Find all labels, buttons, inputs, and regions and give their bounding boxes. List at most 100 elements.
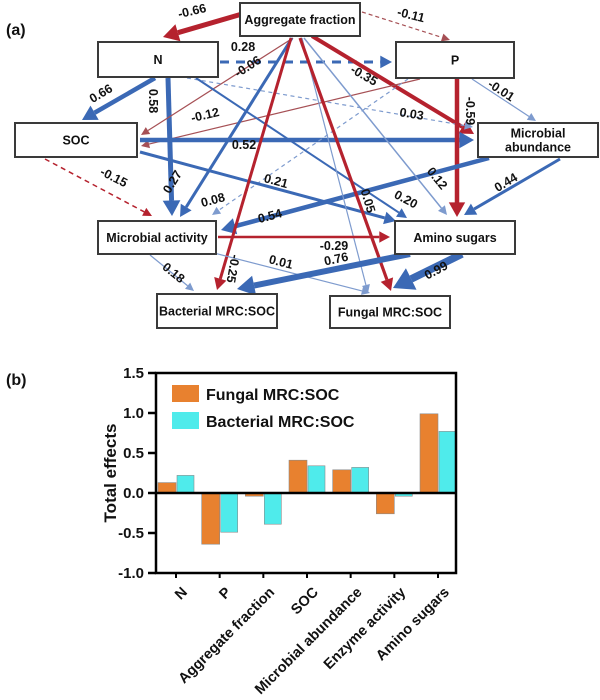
panel-a-label: (a) [6, 22, 26, 39]
bar-bacterial-mrc-soc-soc [307, 465, 326, 494]
path-arrow-aggregate_fraction-to-soc [141, 37, 294, 135]
arrow-shaft [473, 157, 561, 211]
arrow-head [526, 113, 536, 121]
bar-fungal-mrc-soc-p [201, 492, 220, 545]
legend-label: Bacterial MRC:SOC [206, 414, 355, 431]
node-label: SOC [62, 134, 89, 148]
node-microbial_activity: Microbial activity [97, 220, 217, 255]
node-box [329, 295, 451, 329]
node-label: Amino sugars [413, 231, 496, 245]
path-arrow-amino_sugars-to-fungal_mrc_soc [393, 250, 464, 290]
bar-bacterial-mrc-soc-aggregate-fraction [263, 492, 282, 525]
legend-swatch-fungal [172, 385, 199, 402]
arrow-head [440, 33, 450, 42]
node-soc: SOC [14, 122, 138, 158]
legend-swatch-bacterial [172, 412, 199, 429]
path-coefficient: 0.03 [399, 105, 425, 123]
arrow-shaft [147, 37, 294, 132]
path-arrow-amino_sugars-to-bacterial_mrc_soc [237, 251, 411, 296]
node-bacterial_mrc_soc: Bacterial MRC:SOC [156, 293, 278, 329]
arrow-shaft [253, 251, 411, 289]
arrow-head [82, 105, 99, 120]
path-coefficient: 0.20 [392, 188, 420, 212]
arrow-head [142, 207, 152, 216]
arrow-head [212, 206, 222, 215]
x-tick-label: P [216, 584, 234, 602]
path-coefficient: -0.59 [463, 97, 477, 126]
node-label: N [153, 53, 162, 67]
arrow-shaft [184, 37, 294, 208]
arrow-shaft [93, 76, 157, 115]
arrow-shaft [139, 150, 386, 220]
arrow-head [214, 277, 227, 290]
node-aggregate_fraction: Aggregate fraction [239, 2, 361, 37]
path-arrow-aggregate_fraction-to-amino_sugars [303, 37, 447, 215]
path-arrow-microbial_activity-to-fungal_mrc_soc [213, 252, 370, 295]
path-coefficient: 0.08 [199, 190, 226, 210]
y-tick-label: -0.5 [118, 525, 144, 542]
path-coefficient: -0.06 [232, 53, 264, 80]
arrow-shaft [303, 37, 443, 209]
arrow-head [379, 231, 390, 243]
node-label: abundance [505, 141, 571, 155]
arrow-head [393, 268, 417, 290]
path-arrow-n-to-amino_sugars [195, 77, 407, 218]
path-arrow-aggregate_fraction-to-n [163, 11, 243, 42]
legend-label: Fungal MRC:SOC [206, 387, 340, 404]
arrow-shaft [301, 37, 367, 286]
x-tick-label: SOC [288, 584, 322, 618]
path-coefficient: 0.52 [232, 138, 256, 152]
x-tick-label: N [172, 585, 191, 604]
bar-bacterial-mrc-soc-amino-sugars [438, 431, 457, 494]
arrow-head [361, 287, 370, 295]
path-arrow-soc-to-microbial_activity [44, 158, 152, 216]
arrow-head [464, 203, 478, 215]
y-tick-label: -1.0 [118, 565, 144, 582]
arrow-head [163, 24, 181, 42]
path-coefficient: -0.15 [98, 165, 130, 190]
arrow-shaft [213, 252, 363, 292]
path-coefficient: 0.58 [146, 89, 160, 113]
arrow-shaft [218, 37, 293, 280]
path-coefficient: 0.05 [358, 187, 379, 214]
arrow-shaft [218, 78, 409, 211]
arrow-shaft [177, 11, 243, 36]
node-label: Fungal MRC:SOC [338, 306, 442, 320]
path-arrow-microbial_activity-to-amino_sugars [218, 231, 390, 243]
arrow-head [180, 203, 192, 217]
path-coefficient: 0.21 [262, 171, 289, 191]
y-axis-title: Total effects [101, 424, 120, 523]
node-label: Bacterial MRC:SOC [159, 305, 275, 319]
path-coefficient: -0.12 [190, 105, 221, 125]
node-n: N [97, 41, 219, 78]
path-coefficient: -0.11 [396, 5, 426, 25]
arrow-shaft [44, 158, 145, 213]
panel-b-label: (b) [6, 372, 27, 389]
arrow-shaft [298, 37, 389, 281]
y-tick-label: 0.5 [123, 445, 144, 462]
path-coefficient: -0.66 [177, 1, 208, 21]
node-box [14, 122, 138, 158]
path-coefficient: 0.28 [231, 40, 255, 54]
arrow-head [438, 205, 447, 215]
arrow-head [141, 127, 151, 135]
arrow-shaft [409, 250, 464, 283]
arrow-shaft [361, 11, 443, 39]
path-coefficient: 0.27 [160, 168, 185, 196]
bar-bacterial-mrc-soc-n [176, 475, 195, 494]
bar-bacterial-mrc-soc-p [220, 492, 238, 533]
path-arrow-p-to-microbial_activity [212, 78, 409, 215]
path-arrow-p-to-microbial_abundance [471, 78, 536, 121]
arrow-shaft [234, 155, 490, 229]
path-arrow-aggregate_fraction-to-fungal_mrc_soc [301, 37, 370, 293]
arrow-head [380, 277, 394, 291]
node-label: Microbial activity [106, 231, 207, 245]
arrow-shaft [310, 34, 464, 129]
path-arrow-soc-to-microbial_abundance [140, 131, 474, 149]
path-coefficient: -0.01 [485, 77, 517, 104]
path-arrow-aggregate_fraction-to-bacterial_mrc_soc [214, 37, 293, 290]
node-amino_sugars: Amino sugars [394, 220, 516, 255]
bar-bacterial-mrc-soc-microbial-abundance [351, 467, 370, 494]
